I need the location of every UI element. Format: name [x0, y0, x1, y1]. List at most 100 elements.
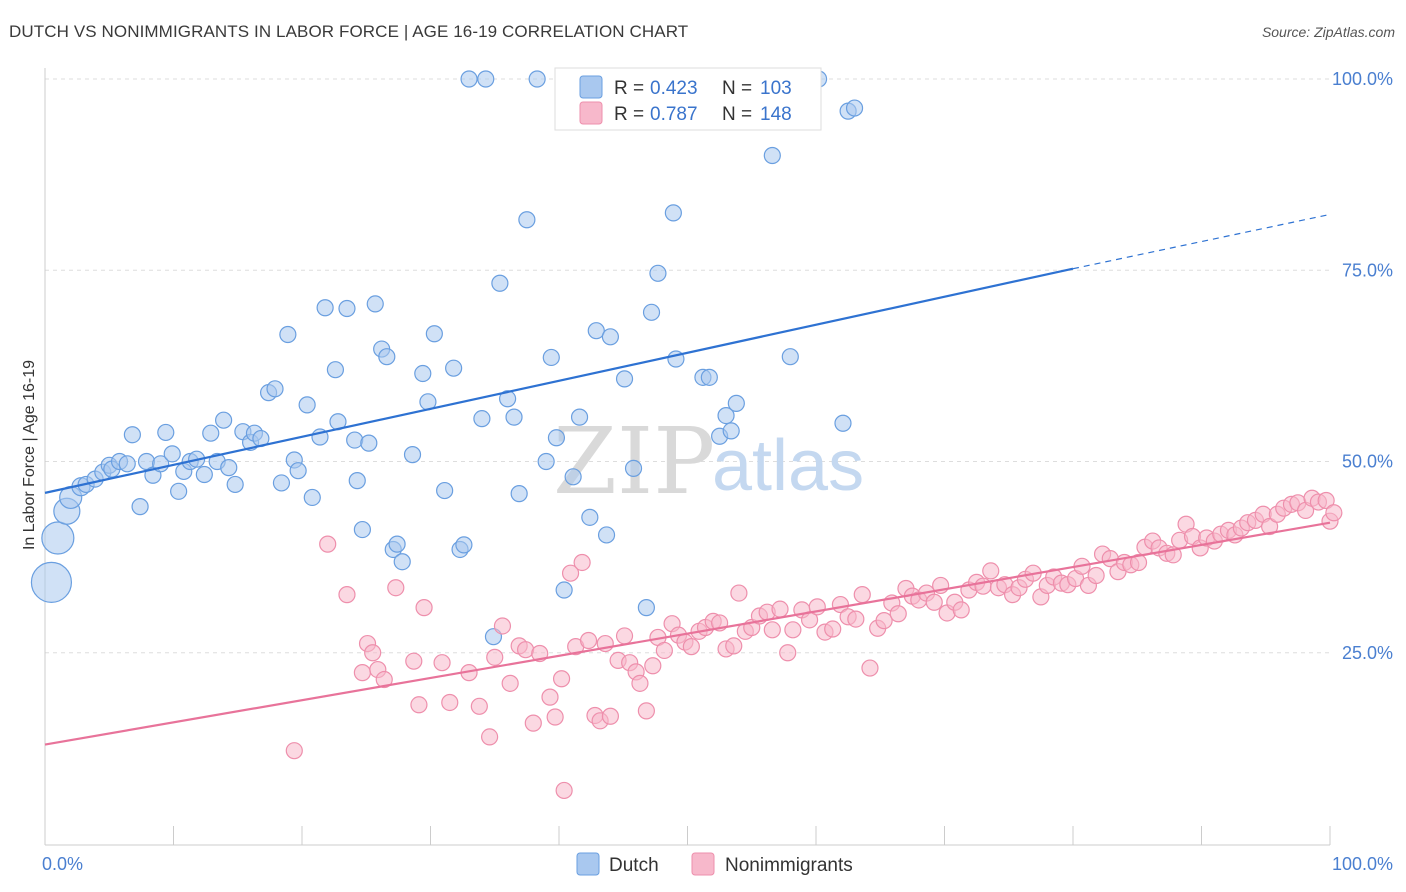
nonimm-point-44 [655, 641, 673, 660]
nonimm-point-138 [1317, 491, 1335, 510]
nonimm-point-42 [644, 657, 662, 675]
dutch-point-82 [597, 526, 616, 544]
nonimm-point-0 [285, 742, 303, 760]
nonimm-point-8 [387, 579, 405, 597]
nonimm-point-24 [541, 688, 559, 706]
dutch-point-19 [170, 482, 188, 500]
dutch-point-87 [642, 303, 661, 321]
dutch-point-36 [279, 325, 297, 344]
dutch-point-1 [41, 521, 75, 555]
dutch-points [30, 70, 864, 646]
dutch-point-17 [157, 423, 175, 442]
nonimm-point-41 [637, 702, 655, 720]
chart-source: Source: ZipAtlas.com [1261, 24, 1395, 40]
dutch-point-63 [455, 536, 473, 554]
nonimm-point-82 [925, 593, 943, 611]
nonimm-point-19 [501, 674, 519, 692]
nonimm-point-75 [875, 612, 893, 630]
legend-nonimm-swatch [579, 101, 603, 125]
chart-title: DUTCH VS NONIMMIGRANTS IN LABOR FORCE | … [9, 22, 689, 41]
dutch-point-48 [353, 520, 371, 539]
nonimm-point-10 [410, 696, 428, 714]
dutch-point-102 [845, 99, 864, 117]
dutch-point-75 [542, 348, 560, 367]
legend-nonimm-r-value: 0.787 [650, 104, 698, 125]
dutch-point-24 [202, 424, 220, 442]
axes [44, 68, 1331, 846]
dutch-point-40 [303, 488, 321, 507]
dutch-point-34 [266, 380, 284, 398]
nonimm-point-11 [415, 599, 433, 617]
dutch-point-59 [425, 325, 443, 343]
bottom-legend-dutch-label: Dutch [609, 855, 659, 876]
nonimm-point-86 [952, 601, 970, 619]
dutch-point-50 [366, 295, 384, 313]
dutch-point-52 [378, 348, 396, 366]
nonimm-point-1 [319, 535, 337, 553]
trend-lines [44, 213, 1331, 746]
nonimm-point-105 [1087, 566, 1105, 585]
dutch-point-97 [763, 146, 781, 165]
dutch-point-46 [346, 431, 364, 449]
nonimm-point-130 [1261, 517, 1279, 536]
nonimm-point-140 [1325, 504, 1343, 522]
dutch-point-83 [601, 328, 620, 346]
legend-nonimm-n-value: 148 [760, 104, 792, 125]
nonimm-point-73 [861, 659, 879, 677]
dutch-point-81 [587, 322, 605, 340]
dutch-point-77 [555, 581, 573, 599]
dutch-point-89 [664, 204, 682, 222]
dutch-point-79 [570, 408, 589, 426]
legend-dutch-r-label: R = [614, 78, 644, 99]
nonimm-point-9 [405, 652, 423, 670]
bottom-legend-nonimm-swatch [691, 852, 715, 876]
nonimm-point-54 [725, 637, 743, 655]
dutch-point-54 [388, 535, 406, 553]
dutch-point-84 [615, 370, 634, 388]
dutch-point-61 [445, 359, 463, 377]
nonimm-point-62 [779, 644, 797, 662]
nonimm-point-60 [763, 621, 781, 639]
nonimm-point-30 [573, 553, 591, 572]
dutch-trend-line [44, 267, 1074, 494]
dutch-point-69 [499, 390, 517, 408]
nonimm-point-61 [771, 600, 789, 618]
nonimm-point-111 [1129, 553, 1148, 572]
nonimm-point-2 [338, 586, 356, 604]
legend-box: R = 0.423 N = 103 R = 0.787 N = 148 [554, 67, 822, 131]
dutch-point-66 [477, 70, 495, 88]
legend-dutch-n-value: 103 [760, 78, 792, 99]
dutch-point-57 [414, 364, 432, 383]
dutch-point-35 [272, 474, 291, 492]
nonimm-point-17 [486, 648, 504, 666]
dutch-point-100 [834, 414, 852, 432]
dutch-point-88 [649, 264, 667, 282]
dutch-point-94 [717, 407, 735, 425]
dutch-point-86 [637, 599, 655, 617]
dutch-point-18 [163, 445, 181, 463]
dutch-point-76 [547, 429, 566, 447]
nonimm-point-5 [364, 644, 382, 662]
dutch-point-39 [298, 396, 316, 414]
y-tick-label-0: 25.0% [1342, 643, 1393, 663]
nonimm-point-72 [853, 586, 871, 604]
dutch-point-64 [460, 70, 478, 88]
dutch-point-12 [123, 426, 141, 444]
nonimm-point-3 [353, 664, 371, 682]
nonimm-point-63 [784, 621, 802, 639]
dutch-point-78 [564, 468, 582, 486]
legend-nonimm-r-label: R = [614, 104, 644, 125]
nonimm-point-28 [561, 564, 580, 582]
legend-dutch-swatch [579, 75, 603, 99]
nonimm-point-22 [524, 714, 542, 732]
dutch-point-27 [220, 459, 238, 477]
nonimm-point-77 [889, 605, 907, 623]
dutch-point-38 [289, 462, 307, 480]
nonimm-point-40 [631, 674, 649, 692]
dutch-point-92 [700, 368, 718, 386]
tick-labels: 25.0% 50.0% 75.0% 100.0% 0.0% 100.0% [42, 69, 1393, 874]
dutch-point-60 [436, 481, 454, 500]
y-tick-label-3: 100.0% [1332, 69, 1393, 89]
nonimm-point-35 [601, 707, 620, 725]
